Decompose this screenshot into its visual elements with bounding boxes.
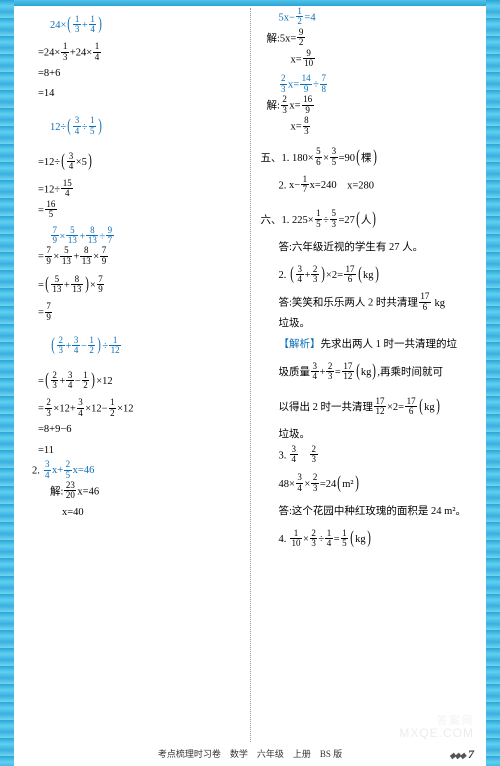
step: x=40 bbox=[32, 503, 240, 523]
expr: 176 kg bbox=[418, 298, 445, 309]
expr: 225×15÷53=27(人) bbox=[292, 215, 377, 226]
step: 解:2320x=46 bbox=[32, 482, 240, 503]
analysis-label: 【解析】 bbox=[279, 339, 321, 350]
item-number: 3. bbox=[279, 450, 287, 461]
step: =23×12+34×12−12×12 bbox=[32, 399, 240, 420]
item-number: 2. bbox=[279, 180, 287, 191]
step: =11 bbox=[32, 441, 240, 461]
item: 4. 110×23÷14=15(kg) bbox=[261, 522, 469, 557]
step: =79 bbox=[32, 303, 240, 324]
page-number: ◆◆◆ 7 bbox=[450, 747, 474, 762]
expr-header: 12÷(34÷15) bbox=[32, 110, 240, 145]
expr-header: 34x+25x=46 bbox=[43, 465, 95, 476]
expr: 34 23 bbox=[289, 450, 319, 461]
text: 答:笑笑和乐乐两人 2 时共清理 bbox=[279, 298, 418, 309]
page-footer: 考点梳理时习卷 数学 六年级 上册 BS 版 bbox=[0, 747, 500, 760]
step: =79×513+813×79 bbox=[32, 247, 240, 268]
answer: 答:笑笑和乐乐两人 2 时共清理176 kg bbox=[261, 293, 469, 314]
expr-header: 5x−12=4 bbox=[261, 8, 469, 29]
item-number: 1. bbox=[282, 215, 290, 226]
step: x=910 bbox=[261, 50, 469, 71]
analysis: 【解析】先求出两人 1 时一共清理的垃 bbox=[261, 335, 469, 355]
step: =165 bbox=[32, 201, 240, 222]
step: x=83 bbox=[261, 117, 469, 138]
expr-header: 79×513+813÷97 bbox=[32, 227, 240, 248]
answer: 答:六年级近视的学生有 27 人。 bbox=[261, 238, 469, 258]
section-label: 六、 bbox=[261, 215, 282, 226]
step: =(513+813)×79 bbox=[32, 268, 240, 303]
item-number: 1. bbox=[282, 153, 290, 164]
item: 2. x−17x=240 x=280 bbox=[261, 176, 469, 197]
expr: 180×56×35=90(棵) bbox=[292, 153, 378, 164]
section-5: 五、1. 180×56×35=90(棵) bbox=[261, 141, 469, 176]
column-divider bbox=[250, 8, 251, 742]
expr: 48×34×23=24(m²) bbox=[261, 467, 469, 502]
item: 2. 34x+25x=46 bbox=[32, 461, 240, 482]
step: 解:23x=169 bbox=[261, 96, 469, 117]
item: 3. 34 23 bbox=[261, 446, 469, 467]
expr: 110×23÷14=15(kg) bbox=[289, 534, 372, 545]
step: =24×13+24×14 bbox=[32, 43, 240, 64]
answer: 垃圾。 bbox=[261, 314, 469, 334]
expr-header: (23+34−12)÷112 bbox=[32, 329, 240, 364]
step: =12÷154 bbox=[32, 180, 240, 201]
section-6: 六、1. 225×15÷53=27(人) bbox=[261, 203, 469, 238]
item-number: 2. bbox=[279, 270, 287, 281]
text: 先求出两人 1 时一共清理的垃 bbox=[321, 339, 458, 350]
expr-header: 24×(13+14) bbox=[32, 8, 240, 43]
answer: 答:这个花园中种红玫瑰的面积是 24 m²。 bbox=[261, 502, 469, 522]
step: 解:5x=92 bbox=[261, 29, 469, 50]
analysis: 以得出 2 时一共清理1712×2=176(kg) bbox=[261, 390, 469, 425]
watermark: MXQE.COM bbox=[399, 726, 474, 740]
page-number-value: 7 bbox=[468, 747, 474, 761]
section-label: 五、 bbox=[261, 153, 282, 164]
analysis: 垃圾。 bbox=[261, 425, 469, 445]
expr-header: 23x=149÷78 bbox=[261, 75, 469, 96]
step: =14 bbox=[32, 84, 240, 104]
expr: x=280 bbox=[347, 180, 374, 191]
step: =(23+34−12)×12 bbox=[32, 364, 240, 399]
step: =8+9−6 bbox=[32, 420, 240, 440]
step: =12÷(34×5) bbox=[32, 145, 240, 180]
step: =8+6 bbox=[32, 64, 240, 84]
item: 2. (34+23)×2=176(kg) bbox=[261, 258, 469, 293]
right-column: 5x−12=4 解:5x=92 x=910 23x=149÷78 解:23x=1… bbox=[253, 8, 477, 742]
left-column: 24×(13+14) =24×13+24×14 =8+6 =14 12÷(34÷… bbox=[24, 8, 248, 742]
expr: x−17x=240 bbox=[289, 180, 337, 191]
item-number: 2. bbox=[32, 465, 40, 476]
analysis: 圾质量34+23=1712(kg),再乘时间就可 bbox=[261, 355, 469, 390]
expr: (34+23)×2=176(kg) bbox=[289, 270, 380, 281]
item-number: 4. bbox=[279, 534, 287, 545]
